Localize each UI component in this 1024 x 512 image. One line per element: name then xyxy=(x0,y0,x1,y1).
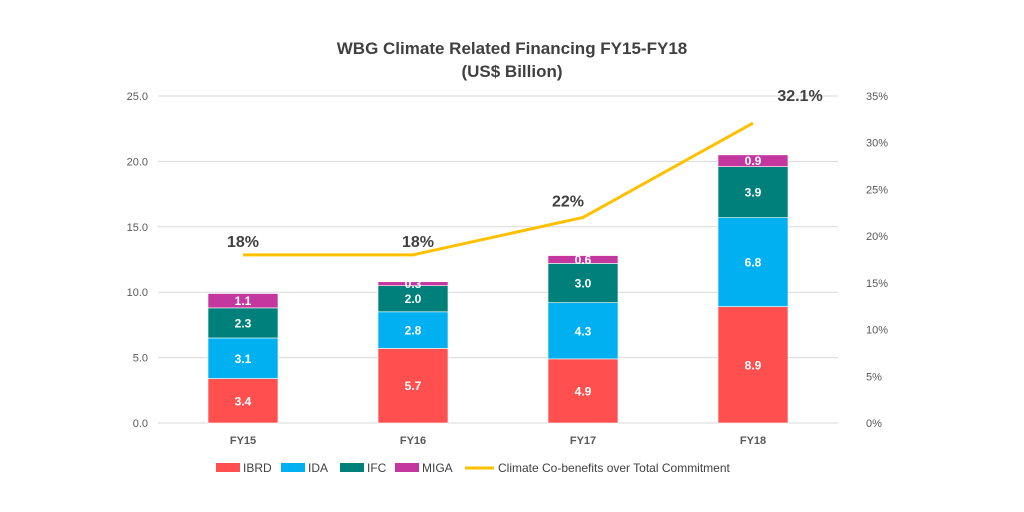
y-tick-label: 10.0 xyxy=(127,287,148,299)
y-tick-label: 15.0 xyxy=(127,222,148,234)
line-value-label: 22% xyxy=(552,193,584,210)
x-tick-label: FY17 xyxy=(570,435,596,447)
line-series: 18% 18% 22% 32.1% xyxy=(227,88,823,257)
bar-ibrd-fy16 xyxy=(377,348,449,424)
chart-subtitle: (US$ Billion) xyxy=(461,62,562,81)
bar-value-label: 8.9 xyxy=(745,358,762,372)
bar-ibrd-fy18 xyxy=(717,306,789,424)
x-tick-label: FY18 xyxy=(740,435,766,447)
line-climate-cobenefits xyxy=(243,121,754,257)
bar-value-label: 4.3 xyxy=(575,324,592,338)
y2-tick-label: 10% xyxy=(866,325,888,337)
y2-tick-label: 35% xyxy=(866,91,888,103)
bar-value-label: 3.4 xyxy=(235,394,252,408)
y-tick-label: 0.0 xyxy=(133,418,148,430)
legend-label-ibrd: IBRD xyxy=(243,461,272,475)
y2-tick-label: 5% xyxy=(866,371,882,383)
line-value-label: 18% xyxy=(227,234,259,251)
bars: 3.4 3.1 2.3 1.1 5.7 2.8 2.00.3 4.9 4.3 3.0 0.6 8.9 6… xyxy=(207,154,789,424)
bar-ida-fy15 xyxy=(207,337,279,379)
bar-ifc-fy17 xyxy=(547,263,619,303)
bar-value-label: 2.0 xyxy=(405,292,422,306)
bar-value-label: 2.3 xyxy=(235,316,252,330)
bar-ibrd-fy17 xyxy=(547,358,619,424)
legend-label-ida: IDA xyxy=(308,461,328,475)
bar-ifc-fy15 xyxy=(207,307,279,339)
line-value-label: 32.1% xyxy=(777,88,822,105)
y2-tick-label: 20% xyxy=(866,231,888,243)
y2-tick-label: 15% xyxy=(866,278,888,290)
line-value-label: 18% xyxy=(402,234,434,251)
axes: 0.0 5.0 10.0 15.0 20.0 25.0 0% 5% 10% 15% 20% 25% 30… xyxy=(127,91,889,447)
bar-miga-fy15 xyxy=(207,293,279,309)
bar-miga-fy16 xyxy=(377,281,449,286)
bar-ida-fy16 xyxy=(377,311,449,349)
chart-title: WBG Climate Related Financing FY15-FY18 xyxy=(337,39,687,58)
y-tick-label: 5.0 xyxy=(133,353,148,365)
y2-tick-label: 0% xyxy=(866,418,882,430)
bar-value-label: 6.8 xyxy=(745,256,762,270)
bar-ibrd-fy15 xyxy=(207,378,279,424)
y2-tick-label: 25% xyxy=(866,184,888,196)
bar-value-label: 4.9 xyxy=(575,384,592,398)
x-tick-label: FY15 xyxy=(230,435,256,447)
bar-ifc-fy18 xyxy=(717,166,789,218)
legend-swatch-ifc xyxy=(340,463,364,472)
bar-value-label: 2.8 xyxy=(405,324,422,338)
bar-value-label: 3.1 xyxy=(235,352,252,366)
legend-label-miga: MIGA xyxy=(422,461,453,475)
y-tick-label: 25.0 xyxy=(127,91,148,103)
bar-value-label: 0.9 xyxy=(745,154,762,168)
legend-swatch-miga xyxy=(395,463,419,472)
legend-swatch-ibrd xyxy=(216,463,240,472)
legend-label-ifc: IFC xyxy=(367,461,387,475)
bar-ifc-fy16 xyxy=(377,285,449,313)
legend-label-line: Climate Co-benefits over Total Commitmen… xyxy=(498,461,731,475)
bar-value-label: 0.3 xyxy=(405,277,422,291)
bar-value-label: 5.7 xyxy=(405,379,422,393)
bar-value-label: 0.6 xyxy=(575,253,592,267)
x-tick-label: FY16 xyxy=(400,435,426,447)
legend-swatch-ida xyxy=(281,463,305,472)
bar-value-label: 1.1 xyxy=(235,294,252,308)
y2-tick-label: 30% xyxy=(866,138,888,150)
legend: IBRD IDA IFC MIGA Climate Co-benefits over T… xyxy=(216,461,731,475)
bar-miga-fy17 xyxy=(547,255,619,264)
bar-ida-fy18 xyxy=(717,217,789,307)
bar-miga-fy18 xyxy=(717,154,789,167)
y-tick-label: 20.0 xyxy=(127,156,148,168)
bar-value-label: 3.9 xyxy=(745,186,762,200)
bar-value-label: 3.0 xyxy=(575,277,592,291)
